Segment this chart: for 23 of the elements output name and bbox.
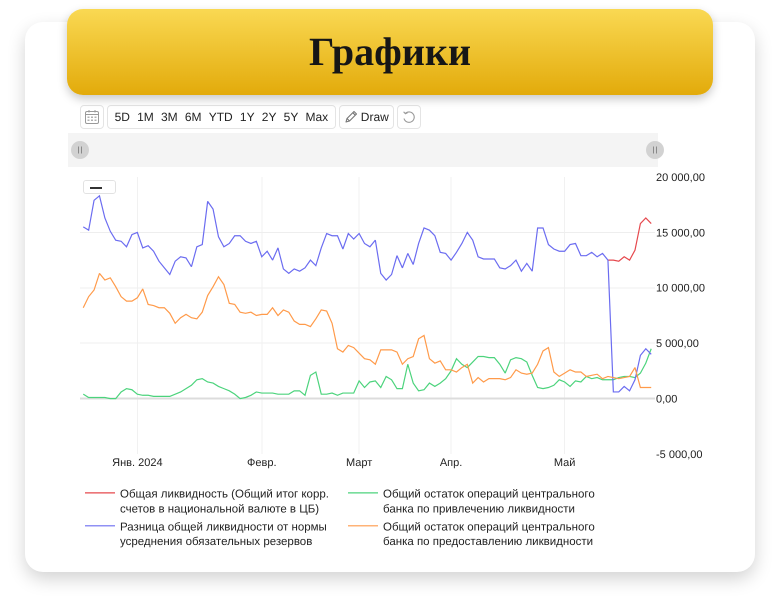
- x-tick-label: Май: [554, 457, 576, 469]
- line-series: [82, 348, 652, 400]
- y-tick-label: -5 000,00: [656, 448, 702, 461]
- draw-button: Draw: [338, 105, 394, 129]
- x-tick-label: Янв. 2024: [112, 457, 163, 469]
- y-tick-label: 20 000,00: [656, 172, 705, 184]
- y-tick-label: 0,00: [656, 393, 678, 406]
- y-tick-label: 10 000,00: [656, 282, 705, 295]
- line-series: [82, 195, 652, 393]
- legend-label: Разница общей ликвидности от нормы усреднения обязательных резервов: [120, 521, 327, 548]
- legend-label: Общий остаток операций центрального банка по предоставлению ликвидности: [383, 521, 595, 548]
- line-series: [82, 272, 652, 388]
- x-tick-label: Февр.: [247, 457, 276, 469]
- x-tick-label: Март: [346, 457, 372, 469]
- title-banner: Графики: [67, 9, 713, 95]
- x-tick-label: Апр.: [440, 457, 462, 469]
- y-tick-label: 5 000,00: [656, 338, 699, 350]
- legend-label: Общий остаток операций центрального банка по привлечению ликвидности: [383, 488, 595, 516]
- chart-title: Графики: [309, 29, 471, 75]
- legend-label: Общая ликвидность (Общий итог корр. счетов в национальной валюте в ЦБ): [120, 488, 329, 516]
- line-series: [607, 217, 652, 262]
- y-tick-label: 15 000,00: [656, 227, 705, 240]
- range-button-group: 5D 1M 3M 6M YTD 1Y 2Y 5Y Max: [107, 105, 336, 129]
